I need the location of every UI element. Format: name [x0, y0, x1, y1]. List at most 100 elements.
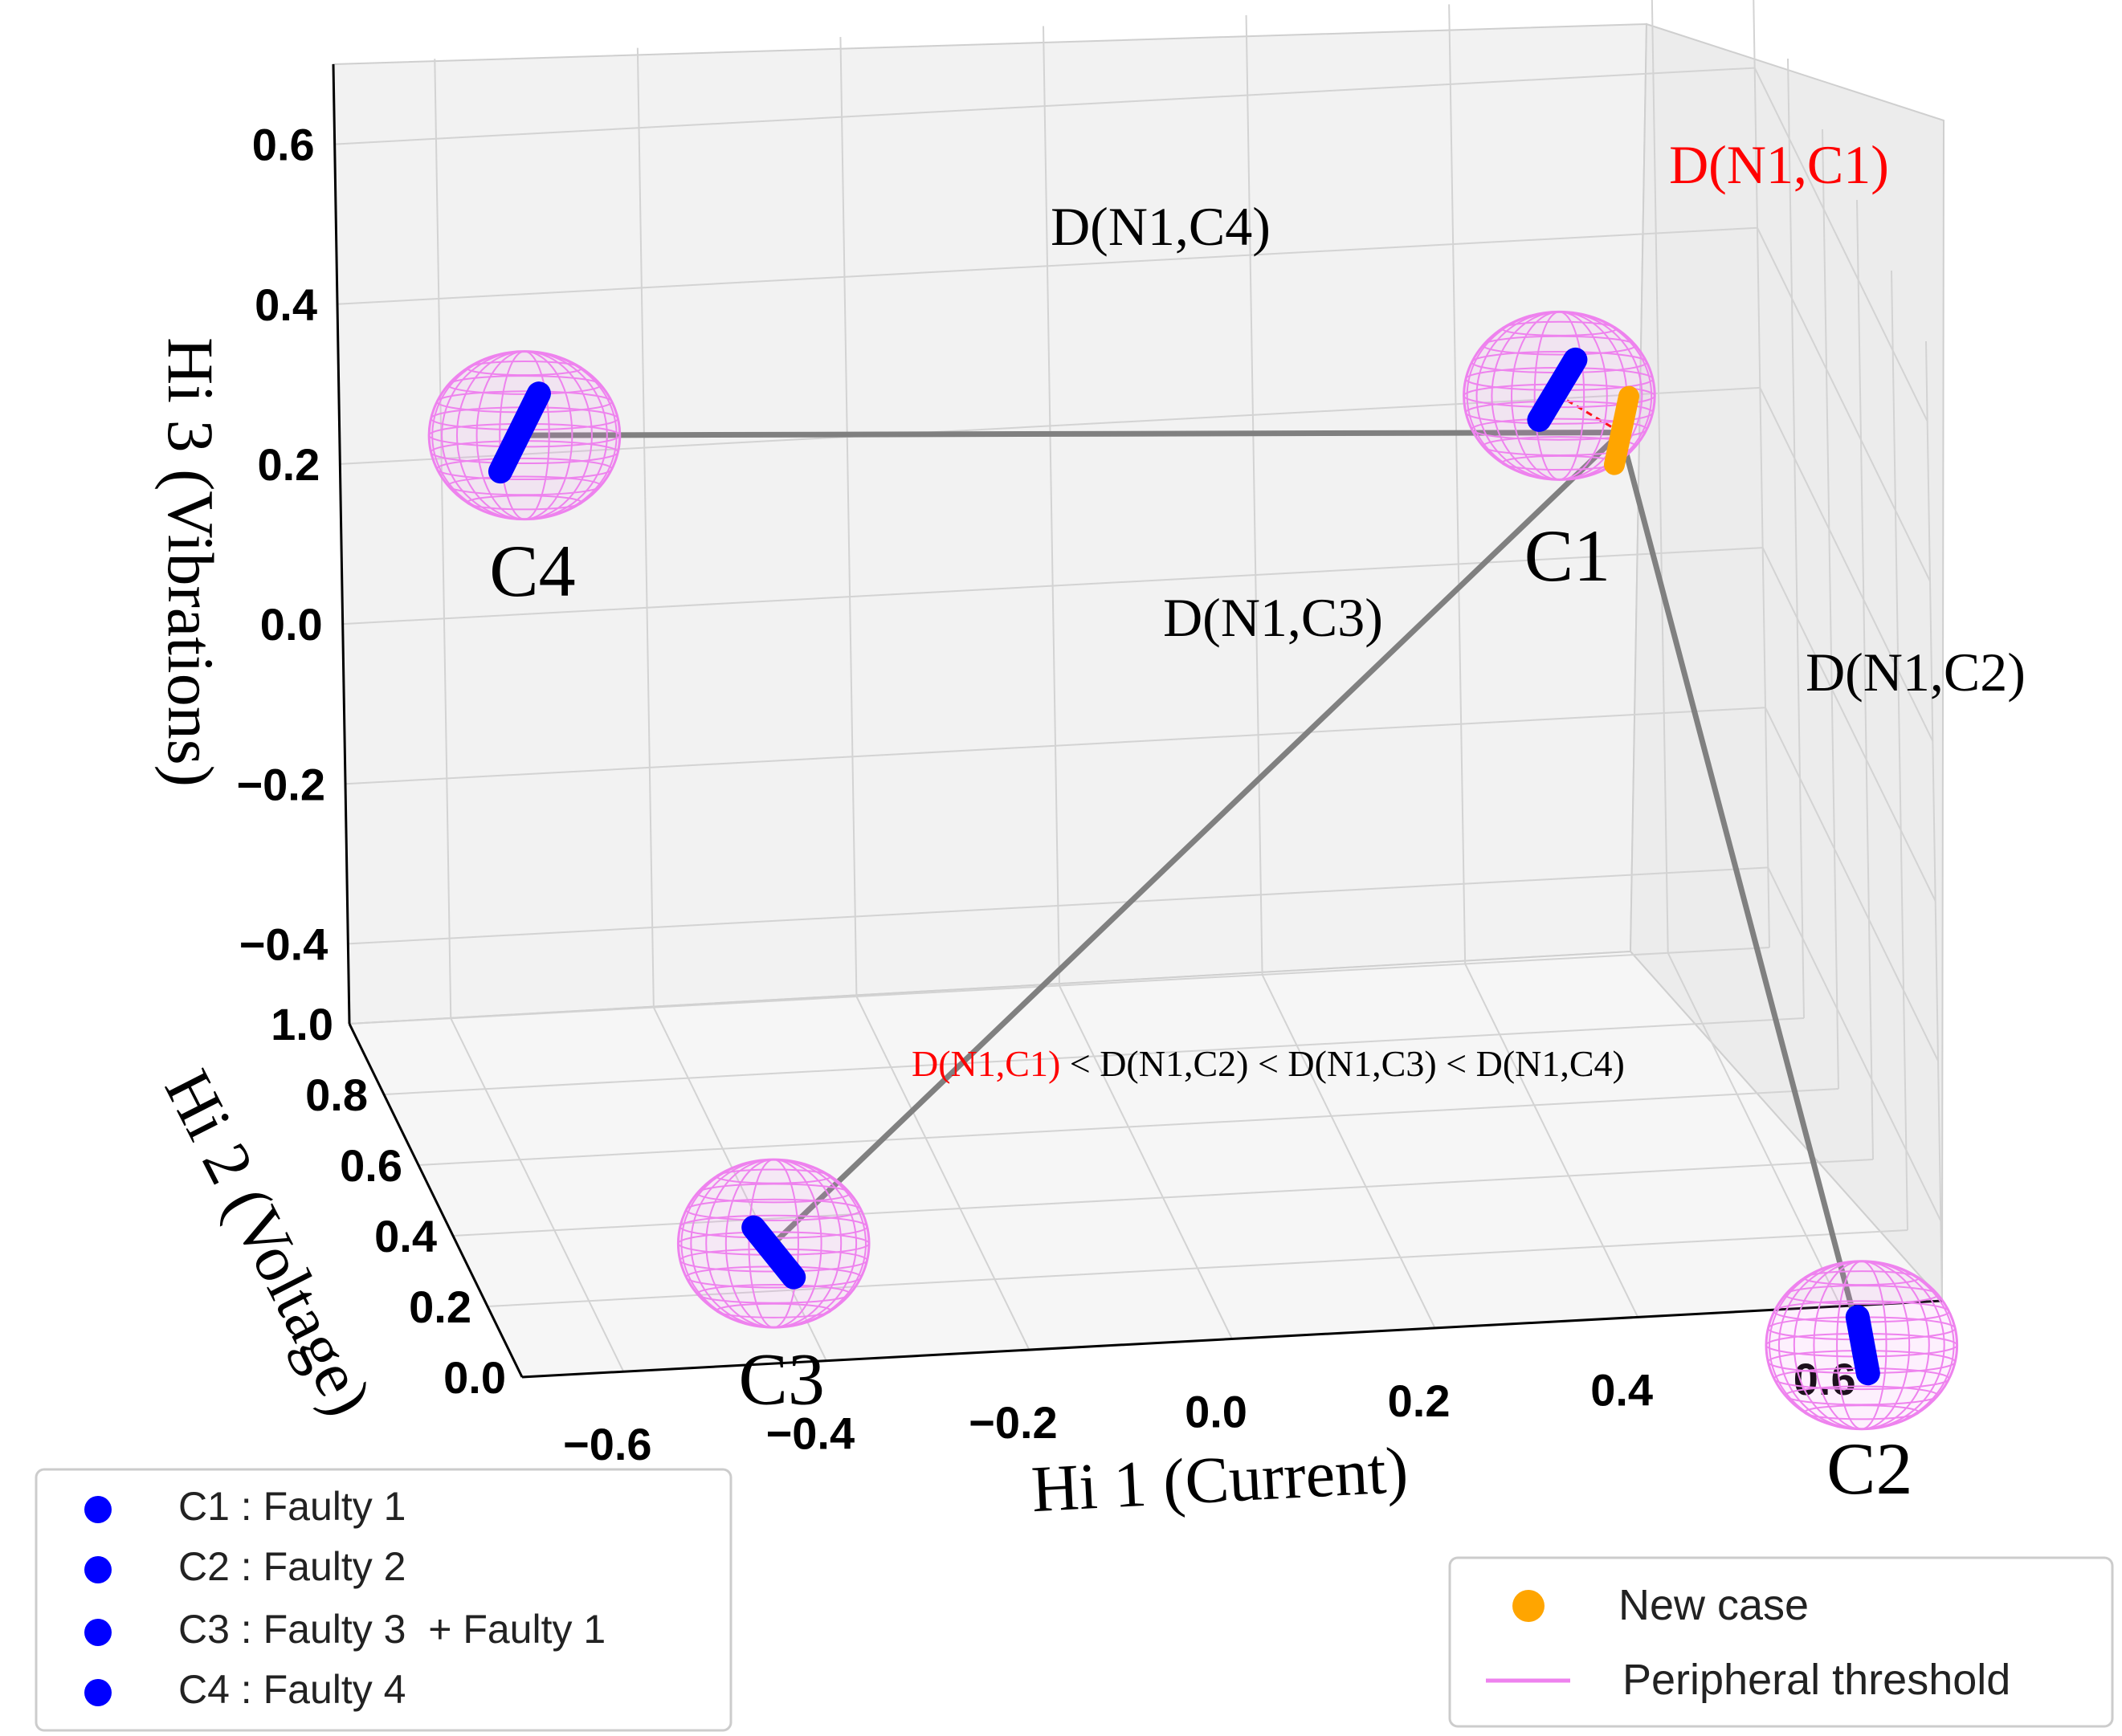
z-tick-label: 0.4 — [255, 279, 317, 330]
grid-line — [1822, 128, 1839, 1090]
grid-line — [1891, 270, 1908, 1231]
grid-line — [1925, 340, 1943, 1302]
legend-threshold-label: Peripheral threshold — [1622, 1656, 2010, 1704]
grid-line — [1448, 4, 1467, 964]
cluster-label-c2: C2 — [1826, 1428, 1912, 1510]
y-axis-line — [348, 1023, 524, 1378]
z-tick-label: −0.4 — [239, 919, 329, 969]
grid-line — [1059, 985, 1233, 1339]
grid-line — [340, 386, 1761, 465]
new-case-marker — [1604, 385, 1640, 475]
legend-c1-marker — [84, 1496, 112, 1523]
grid-line — [434, 59, 452, 1019]
comparison-rest: < D(N1,C2) < D(N1,C3) < D(N1,C4) — [1060, 1043, 1625, 1084]
grid-line — [1753, 0, 1770, 948]
legend-clusters: C1 : Faulty 1 C2 : Faulty 2 C3 : Faulty … — [35, 1468, 732, 1732]
y-tick-label: 0.8 — [305, 1070, 368, 1120]
grid-line — [1765, 707, 1939, 1062]
axes — [332, 63, 1943, 1379]
legend-new-case-label: New case — [1618, 1581, 1809, 1629]
sphere-parallel — [696, 1183, 851, 1204]
grid-line — [345, 707, 1766, 785]
grid-line — [348, 866, 1769, 945]
legend-c3-marker — [84, 1619, 112, 1646]
grid-line — [1245, 14, 1263, 975]
sphere-meridian — [748, 1159, 799, 1329]
sphere-parallel — [447, 375, 602, 395]
pane-back-wall — [332, 22, 1648, 1025]
grid-line — [1043, 26, 1060, 986]
distance-label-c4: D(N1,C4) — [1051, 196, 1271, 257]
x-tick-label: −0.2 — [969, 1397, 1058, 1448]
legend-clusters-box — [35, 1468, 732, 1732]
comparison-first: D(N1,C1) — [912, 1043, 1060, 1084]
legend-markers-box — [1448, 1556, 2114, 1728]
x-tick-label: 0.6 — [1793, 1354, 1856, 1404]
grid-line — [337, 226, 1758, 305]
cluster-label-c4: C4 — [489, 530, 575, 612]
grid-line — [487, 1229, 1908, 1307]
x-tick-label: 0.4 — [1590, 1364, 1653, 1415]
sphere-parallel — [436, 457, 613, 481]
grid-line — [1761, 547, 1936, 902]
grid-line — [334, 67, 1755, 145]
legend-c4-label: C4 : Faulty 4 — [178, 1667, 406, 1712]
sphere-parallel — [1803, 1404, 1920, 1420]
grid-line — [1856, 199, 1874, 1160]
x-tick-label: −0.4 — [766, 1408, 855, 1459]
legend-markers: New case Peripheral threshold — [1448, 1556, 2114, 1728]
z-tick-label: 0.0 — [260, 599, 323, 650]
distance-line-c2 — [1618, 431, 1865, 1347]
legend-c4-marker — [84, 1679, 112, 1706]
distance-label-c1: D(N1,C1) — [1669, 134, 1889, 195]
x-axis-line — [521, 1299, 1943, 1379]
sphere-parallel — [1471, 418, 1648, 441]
y-tick-label: 0.0 — [443, 1352, 506, 1403]
grid-line — [1261, 974, 1436, 1329]
tick-labels: −0.6 −0.4 −0.2 0.0 0.2 0.4 0.6 −0.4 −0.2 0.0 0.2 0.… — [236, 120, 1855, 1470]
cluster-label-c3: C3 — [739, 1339, 825, 1420]
distance-lines — [524, 394, 1865, 1347]
grid-line — [855, 996, 1030, 1351]
y-tick-label: 0.6 — [340, 1140, 402, 1191]
x-tick-label: 0.0 — [1185, 1387, 1247, 1437]
cluster-marker-c3 — [741, 1215, 806, 1290]
grid-line — [342, 547, 1763, 626]
sphere-parallel — [1482, 335, 1637, 356]
distance-line-c3 — [771, 430, 1623, 1246]
grid-line — [839, 37, 858, 997]
sphere-parallel — [715, 1302, 832, 1318]
legend-c1-label: C1 : Faulty 1 — [178, 1484, 406, 1529]
cluster-marker-c4 — [488, 381, 551, 484]
distance-label-c3: D(N1,C3) — [1163, 587, 1383, 648]
grid-line — [1759, 387, 1934, 742]
legend-c2-marker — [84, 1556, 112, 1583]
grid-line — [418, 1088, 1839, 1166]
distance-label-c2: D(N1,C2) — [1806, 642, 2026, 703]
cluster-marker-c1 — [1527, 347, 1588, 432]
x-tick-label: −0.6 — [563, 1419, 652, 1469]
grid-line — [452, 1159, 1874, 1237]
grid-line — [636, 47, 655, 1008]
sphere-parallel — [685, 1198, 863, 1221]
grid-line — [1757, 227, 1931, 582]
cluster-label-c1: C1 — [1524, 515, 1610, 597]
y-tick-label: 0.2 — [409, 1282, 471, 1332]
grid-line — [383, 1017, 1805, 1095]
sphere-meridian — [1533, 311, 1585, 481]
legend-c3-label: C3 : Faulty 3 + Faulty 1 — [178, 1607, 606, 1652]
sphere-meridian — [1836, 1260, 1887, 1430]
grid-line — [1464, 963, 1639, 1318]
grid-line — [349, 947, 1770, 1025]
z-tick-label: −0.2 — [236, 759, 325, 809]
legend-new-case-marker — [1512, 1590, 1545, 1622]
x-axis-title: Hi 1 (Current) — [1030, 1433, 1410, 1526]
x-tick-label: 0.2 — [1388, 1375, 1451, 1426]
legend-c2-label: C2 : Faulty 2 — [178, 1544, 406, 1589]
y-tick-label: 1.0 — [271, 999, 333, 1049]
z-axis-title: Hi 3 (Vibrations) — [154, 337, 227, 787]
grid-line — [1767, 866, 1942, 1221]
sphere-parallel — [1784, 1285, 1939, 1305]
distance-comparison: D(N1,C1) < D(N1,C2) < D(N1,C3) < D(N1,C4… — [912, 1043, 1625, 1084]
